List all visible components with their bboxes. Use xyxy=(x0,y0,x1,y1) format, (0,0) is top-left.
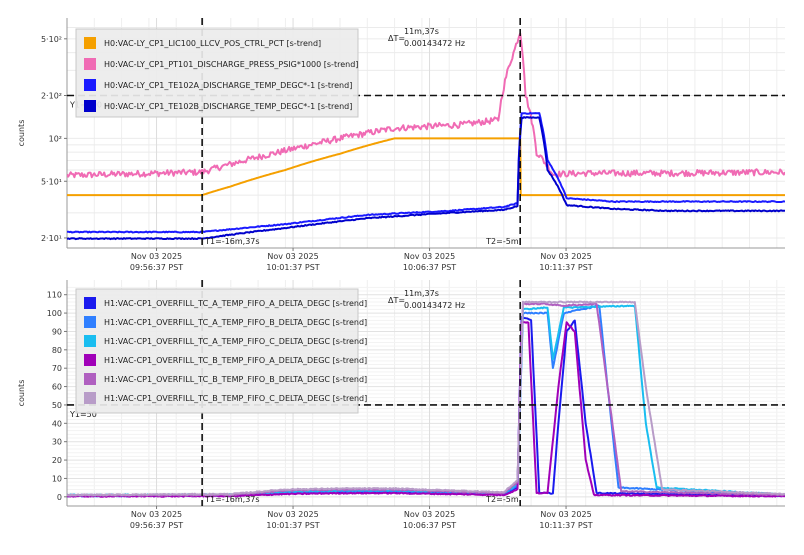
y-tick-label: 50 xyxy=(52,401,62,410)
y-axis-label: counts xyxy=(17,120,26,147)
y-tick-label: 0 xyxy=(57,493,62,502)
y-tick-label: 10 xyxy=(52,474,62,483)
y-tick-label: 100 xyxy=(47,309,62,318)
x-tick-label: Nov 03 2025 xyxy=(540,510,591,519)
y-tick-label: 5·10¹ xyxy=(41,177,62,186)
x-tick-label: Nov 03 2025 xyxy=(267,252,318,261)
legend-entry: H1:VAC-CP1_OVERFILL_TC_B_TEMP_FIFO_A_DEL… xyxy=(104,356,367,365)
legend-swatch xyxy=(84,335,96,347)
y-tick-label: 10² xyxy=(49,134,62,143)
legend-swatch xyxy=(84,79,96,91)
legend-entry: H0:VAC-LY_CP1_TE102A_DISCHARGE_TEMP_DEGC… xyxy=(104,81,352,90)
x-tick-label: Nov 03 2025 xyxy=(131,510,182,519)
y-tick-label: 70 xyxy=(52,364,62,373)
x-tick-label: 10:11:37 PST xyxy=(539,263,592,272)
x-tick-label: Nov 03 2025 xyxy=(540,252,591,261)
x-tick-label: 10:06:37 PST xyxy=(403,521,456,530)
delta-t-label: ΔT= xyxy=(388,296,405,305)
delta-t-value: 11m,37s xyxy=(404,289,439,298)
legend-entry: H1:VAC-CP1_OVERFILL_TC_B_TEMP_FIFO_C_DEL… xyxy=(104,394,367,403)
series-line xyxy=(67,111,785,234)
cursor-t1-label: T1=-16m,37s xyxy=(204,495,259,504)
y-tick-label: 60 xyxy=(52,383,62,392)
series-line xyxy=(67,32,785,179)
y-tick-label: 80 xyxy=(52,346,62,355)
y-tick-label: 110 xyxy=(47,291,62,300)
legend-swatch xyxy=(84,373,96,385)
x-tick-label: 10:11:37 PST xyxy=(539,521,592,530)
y-tick-label: 2·10¹ xyxy=(41,234,62,243)
legend: H0:VAC-LY_CP1_LIC100_LLCV_POS_CTRL_PCT [… xyxy=(75,28,359,118)
y-tick-label: 30 xyxy=(52,438,62,447)
chart-panel-1: 2·10¹ 5·10¹ 10² 2·10² 5·10² Nov 03 2025 09:56:… xyxy=(17,18,785,272)
series-group xyxy=(67,300,785,498)
legend: H1:VAC-CP1_OVERFILL_TC_A_TEMP_FIFO_A_DEL… xyxy=(75,288,367,414)
delta-frequency-value: 0.00143472 Hz xyxy=(404,301,465,310)
x-tick-label: Nov 03 2025 xyxy=(131,252,182,261)
legend-entry: H1:VAC-CP1_OVERFILL_TC_B_TEMP_FIFO_B_DEL… xyxy=(104,375,367,384)
x-tick-label: 10:01:37 PST xyxy=(266,263,319,272)
legend-swatch xyxy=(84,58,96,70)
series-group xyxy=(67,32,785,241)
x-tick-label: 09:56:37 PST xyxy=(130,263,183,272)
y-axis-label: counts xyxy=(17,380,26,407)
x-tick-label: 10:01:37 PST xyxy=(266,521,319,530)
cursor-t1-label: T1=-16m,37s xyxy=(204,237,259,246)
legend-box xyxy=(75,28,359,118)
cursor-t2-label: T2=-5m xyxy=(485,237,519,246)
y-tick-label: 20 xyxy=(52,456,62,465)
legend-swatch xyxy=(84,392,96,404)
legend-entry: H1:VAC-CP1_OVERFILL_TC_A_TEMP_FIFO_A_DEL… xyxy=(104,299,367,308)
legend-entry: H1:VAC-CP1_OVERFILL_TC_A_TEMP_FIFO_B_DEL… xyxy=(104,318,367,327)
y-tick-label: 2·10² xyxy=(41,92,62,101)
delta-t-label: ΔT= xyxy=(388,34,405,43)
x-tick-label: 10:06:37 PST xyxy=(403,263,456,272)
legend-entry: H0:VAC-LY_CP1_LIC100_LLCV_POS_CTRL_PCT [… xyxy=(104,39,321,48)
y-tick-label: 90 xyxy=(52,327,62,336)
cursor-y1-label: Y1=50 xyxy=(69,410,97,419)
y-tick-label: 40 xyxy=(52,419,62,428)
x-tick-label: Nov 03 2025 xyxy=(267,510,318,519)
legend-entry: H0:VAC-LY_CP1_PT101_DISCHARGE_PRESS_PSIG… xyxy=(104,60,358,69)
legend-swatch xyxy=(84,297,96,309)
legend-swatch xyxy=(84,37,96,49)
series-line xyxy=(67,300,785,497)
series-line xyxy=(67,116,785,241)
legend-swatch xyxy=(84,354,96,366)
series-line xyxy=(67,137,785,197)
delta-t-value: 11m,37s xyxy=(404,27,439,36)
chart-panel-2: 0 10 20 30 40 50 60 70 80 90 100 110 Nov 03 2025 09:5… xyxy=(17,280,785,530)
x-tick-label: Nov 03 2025 xyxy=(404,510,455,519)
y-tick-label: 5·10² xyxy=(41,35,62,44)
x-tick-label: 09:56:37 PST xyxy=(130,521,183,530)
delta-frequency-value: 0.00143472 Hz xyxy=(404,39,465,48)
legend-swatch xyxy=(84,100,96,112)
x-tick-label: Nov 03 2025 xyxy=(404,252,455,261)
legend-swatch xyxy=(84,316,96,328)
legend-box xyxy=(75,288,359,414)
cursor-t2-label: T2=-5m xyxy=(485,495,519,504)
legend-entry: H1:VAC-CP1_OVERFILL_TC_A_TEMP_FIFO_C_DEL… xyxy=(104,337,367,346)
legend-entry: H0:VAC-LY_CP1_TE102B_DISCHARGE_TEMP_DEGC… xyxy=(104,102,352,111)
